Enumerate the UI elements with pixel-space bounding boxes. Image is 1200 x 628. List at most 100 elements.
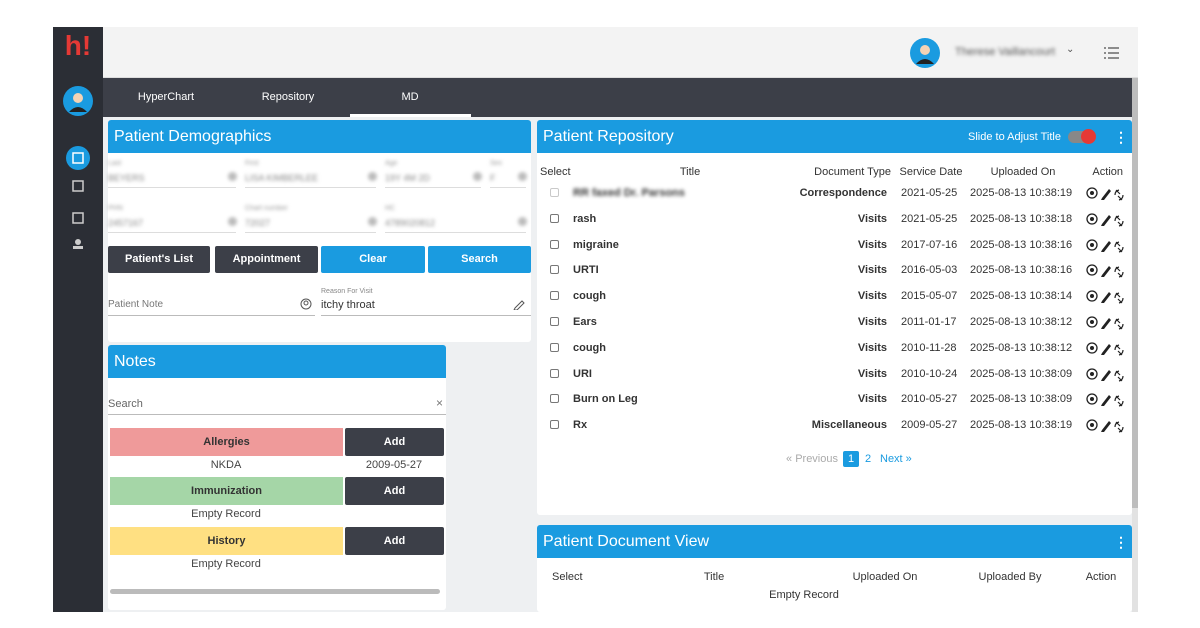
doc-title[interactable]: URI (573, 367, 592, 380)
note-icon (300, 298, 312, 310)
column-header: Document Type (814, 166, 891, 178)
service-date: 2015-05-07 (901, 290, 958, 303)
add-button[interactable]: Add (345, 527, 444, 555)
field-value: BEYERS (108, 173, 145, 183)
add-button[interactable]: Add (345, 477, 444, 505)
field-value: 2457167 (108, 218, 144, 228)
field-label: First (245, 160, 259, 167)
action-button[interactable]: Clear (321, 246, 425, 273)
service-date: 2009-05-27 (901, 419, 958, 432)
row-checkbox[interactable] (550, 188, 559, 197)
row-actions[interactable] (1085, 315, 1125, 330)
active-tab-underline (350, 114, 471, 117)
service-date: 2016-05-03 (901, 264, 958, 277)
nav-tab[interactable]: MD (401, 91, 419, 103)
doc-title[interactable]: Rx (573, 419, 588, 432)
row-checkbox[interactable] (550, 317, 559, 326)
row-checkbox[interactable] (550, 368, 559, 378)
row-actions[interactable] (1085, 238, 1125, 253)
service-date: 2010-11-28 (901, 341, 957, 354)
field-icon (368, 172, 377, 181)
doc-title[interactable]: Burn on Leg (573, 393, 638, 406)
pagination-next[interactable]: Next » (880, 453, 912, 465)
service-date: 2010-10-24 (901, 367, 958, 380)
sidebar-icons[interactable] (63, 144, 93, 254)
nav-tab[interactable]: HyperChart (137, 91, 195, 103)
add-button[interactable]: Add (345, 428, 444, 456)
row-actions[interactable] (1085, 263, 1125, 278)
uploaded-on: 2025-08-13 10:38:19 (970, 187, 1073, 199)
sidebar (53, 27, 103, 612)
row-actions[interactable] (1085, 392, 1125, 407)
repository-panel-title: Patient Repository (543, 128, 674, 145)
doc-type: Correspondence (799, 187, 887, 199)
edit-icon[interactable] (513, 298, 525, 310)
row-actions[interactable] (1085, 186, 1125, 201)
pagination-previous[interactable]: « Previous (786, 453, 838, 465)
field-icon (473, 172, 482, 181)
doc-title[interactable]: rash (573, 212, 597, 225)
row-checkbox[interactable] (550, 420, 559, 430)
section-row-cell: Empty Record (191, 558, 261, 570)
notes-search-clear: × (436, 396, 444, 410)
action-button[interactable]: Patient's List (108, 246, 210, 273)
row-actions[interactable] (1085, 418, 1125, 433)
field-underline (385, 232, 526, 233)
doc-type: Visits (857, 341, 887, 354)
row-checkbox[interactable] (550, 265, 559, 275)
doc-type: Visits (857, 393, 887, 406)
doc-type: Visits (857, 367, 887, 380)
field-label: PHN (108, 205, 123, 212)
column-header: Uploaded By (978, 571, 1042, 583)
row-actions[interactable] (1085, 341, 1125, 356)
doc-title[interactable]: URTI (573, 264, 599, 277)
doc-type: Visits (857, 238, 887, 251)
action-button[interactable]: Search (428, 246, 531, 273)
section-row-cell: 2009-05-27 (365, 459, 423, 471)
kebab-menu[interactable]: ⋮ (1114, 129, 1128, 145)
pagination-page[interactable]: 1 (843, 451, 859, 467)
doc-title[interactable]: cough (573, 341, 606, 354)
row-checkbox[interactable] (550, 291, 559, 301)
document-view-panel-header (537, 525, 1132, 558)
menu-icon[interactable] (1104, 46, 1120, 60)
user-caret: ⌄ (1066, 44, 1075, 55)
row-checkbox[interactable] (550, 342, 559, 352)
service-date: 2011-01-17 (901, 316, 957, 328)
notes-search[interactable]: Search (108, 398, 143, 410)
user-avatar[interactable] (910, 38, 940, 68)
row-actions[interactable] (1085, 212, 1125, 227)
reason-value[interactable]: itchy throat (321, 299, 375, 311)
field-underline (385, 187, 481, 188)
field-icon (368, 217, 377, 226)
field-value: 19Y 4M 2D (385, 173, 430, 183)
row-actions[interactable] (1085, 367, 1125, 382)
service-date: 2017-07-16 (901, 238, 958, 251)
doc-title[interactable]: migraine (573, 238, 619, 251)
row-actions[interactable] (1085, 289, 1125, 304)
column-header: Title (703, 571, 725, 583)
kebab-menu[interactable]: ⋮ (1114, 534, 1128, 550)
action-button[interactable]: Appointment (215, 246, 318, 273)
section-header: History (110, 527, 343, 555)
logo: h! (64, 30, 92, 61)
row-checkbox[interactable] (550, 213, 559, 223)
column-header: Uploaded On (990, 166, 1056, 178)
row-checkbox[interactable] (550, 394, 559, 404)
column-header: Action (1092, 166, 1123, 178)
doc-title[interactable]: RR faxed Dr. Parsons (573, 187, 685, 199)
notes-scrollbar (110, 589, 440, 594)
section-header: Immunization (110, 477, 343, 505)
pagination-page[interactable]: 2 (864, 453, 872, 465)
doc-title[interactable]: cough (573, 290, 606, 303)
field-value: 4789020812 (385, 218, 436, 228)
doc-type: Miscellaneous (811, 419, 887, 432)
row-checkbox[interactable] (550, 239, 559, 249)
demographics-panel-title: Patient Demographics (114, 128, 272, 145)
nav-tab[interactable]: Repository (261, 91, 315, 103)
field-underline (490, 187, 526, 188)
doc-title[interactable]: Ears (573, 316, 597, 328)
uploaded-on: 2025-08-13 10:38:16 (970, 264, 1073, 277)
patient-note-field[interactable]: Patient Note (108, 299, 164, 310)
